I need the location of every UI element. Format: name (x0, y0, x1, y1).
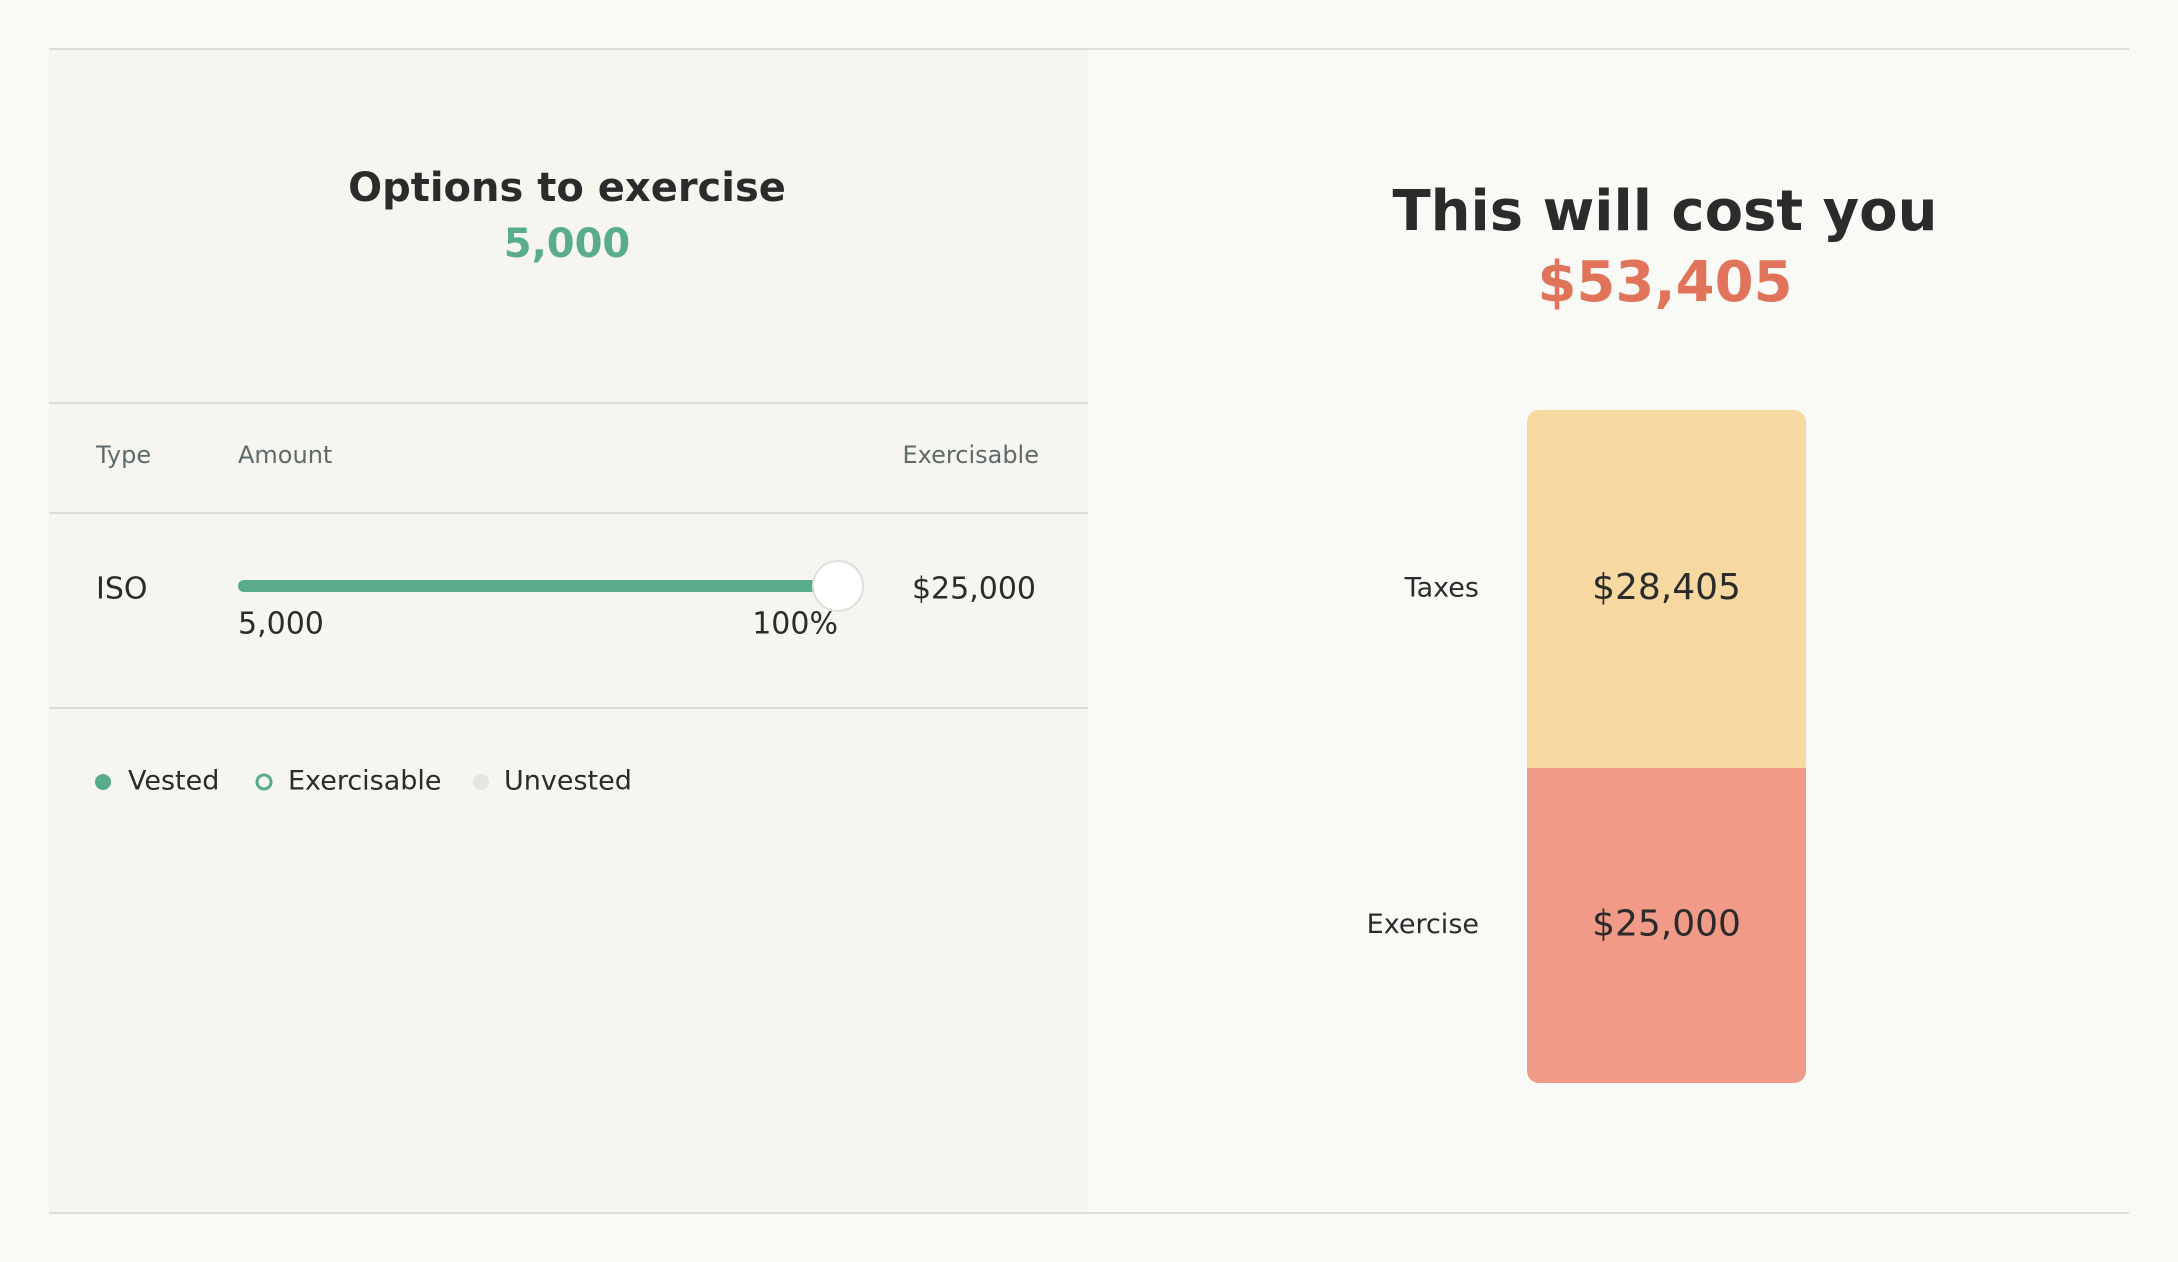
options-panel (49, 49, 1088, 1213)
legend-marker (255, 773, 273, 791)
slider-percent: 100% (752, 607, 838, 642)
options-count: 5,000 (504, 221, 631, 267)
legend-marker (473, 774, 489, 790)
exercisable-amount: $25,000 (912, 572, 1036, 607)
legend-label: Exercisable (288, 766, 442, 797)
bar-segment (1527, 410, 1806, 768)
segment-value: $25,000 (1592, 903, 1741, 944)
cost-bar (1527, 410, 1806, 1083)
slider-amount: 5,000 (238, 607, 324, 642)
segment-value: $28,405 (1592, 567, 1741, 608)
segment-label: Exercise (1367, 909, 1479, 940)
slider-knob[interactable] (812, 560, 864, 612)
column-header: Amount (238, 441, 332, 469)
bar-segment (1527, 767, 1806, 1083)
legend-label: Vested (128, 766, 219, 797)
segment-label: Taxes (1404, 572, 1479, 603)
legend-label: Unvested (504, 766, 632, 797)
options-title: Options to exercise (348, 165, 786, 211)
column-header: Exercisable (903, 441, 1039, 469)
cost-title: This will cost you (1392, 179, 1937, 244)
cost-total: $53,405 (1537, 250, 1792, 315)
legend-marker (95, 774, 111, 790)
column-header: Type (95, 441, 151, 469)
option-type: ISO (96, 572, 148, 607)
slider-fill (238, 580, 838, 592)
